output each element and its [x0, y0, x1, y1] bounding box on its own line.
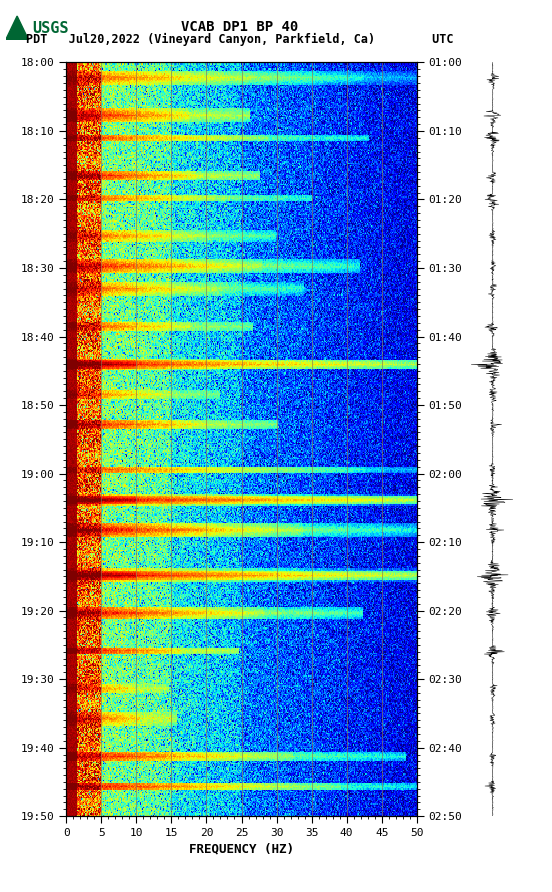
Text: PDT   Jul20,2022 (Vineyard Canyon, Parkfield, Ca)        UTC: PDT Jul20,2022 (Vineyard Canyon, Parkfie… — [26, 33, 454, 46]
Polygon shape — [6, 16, 29, 40]
Text: VCAB DP1 BP 40: VCAB DP1 BP 40 — [182, 20, 299, 34]
Text: USGS: USGS — [32, 21, 68, 36]
X-axis label: FREQUENCY (HZ): FREQUENCY (HZ) — [189, 842, 294, 855]
